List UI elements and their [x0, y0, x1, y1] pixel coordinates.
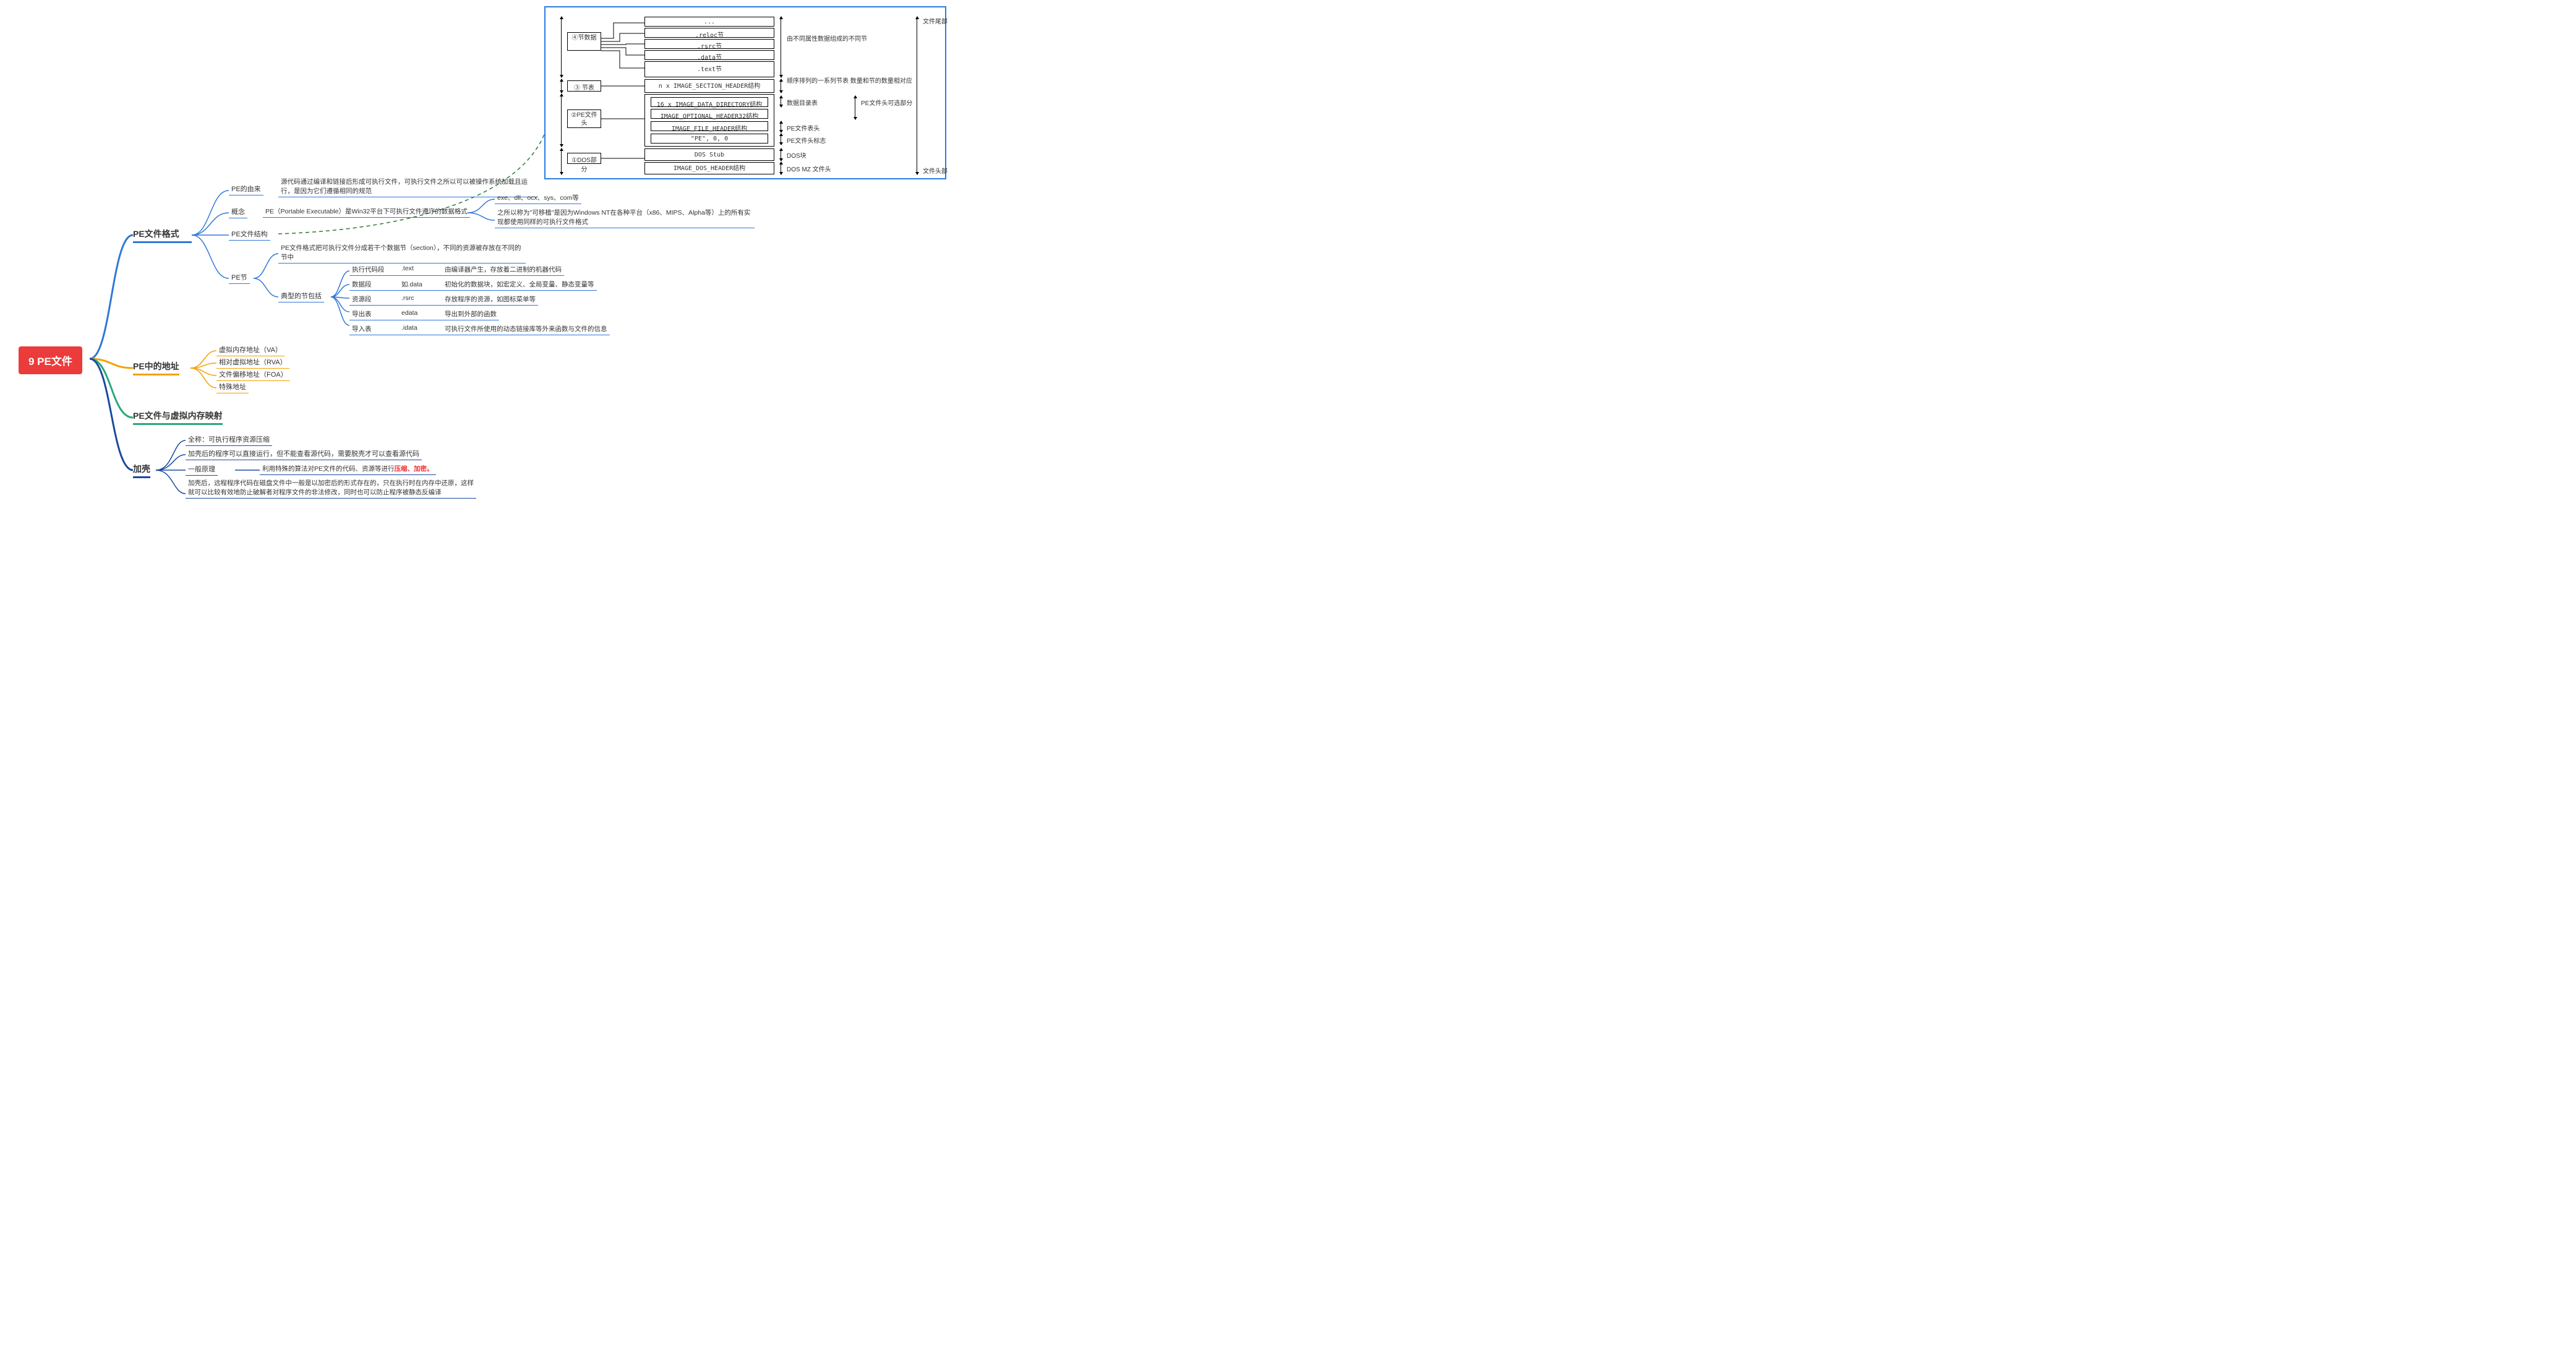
root-node: 9 PE文件 [19, 346, 82, 374]
ext-4: .idata [399, 323, 442, 335]
pe-structure-diagram: ④节数据 ③ 节表 ②PE文件头 ①DOS部分 ... .reloc节 .rsr… [544, 6, 946, 179]
pack-principle: 利用特殊的算法对PE文件的代码、资源等进行压缩、加密。 [260, 463, 436, 475]
seg-0: 执行代码段 [349, 264, 399, 276]
rlabel-optional: PE文件头可选部分 [861, 100, 898, 108]
ext-1: 如.data [399, 278, 442, 291]
branch-packing: 加壳 [133, 463, 150, 478]
node-structure: PE文件结构 [229, 228, 270, 241]
addr-3: 特殊地址 [216, 380, 249, 393]
rlabel-dosblk: DOS块 [787, 150, 807, 160]
pack-after1: 加壳后的程序可以直接运行，但不能查看源代码，需要脱壳才可以查看源代码 [186, 447, 422, 460]
ext-2: .rsrc [399, 293, 442, 306]
addr-0: 虚拟内存地址（VA） [216, 343, 285, 356]
detail-concept-note2: 之所以称为"可移植"是因为Windows NT在各种平台（x86、MIPS、Al… [495, 207, 755, 228]
detail-concept: PE（Portable Executable）是Win32平台下可执行文件遵守的… [263, 205, 470, 218]
addr-2: 文件偏移地址（FOA） [216, 368, 290, 381]
desc-4: 可执行文件所使用的动态链接库等外来函数与文件的信息 [442, 323, 610, 335]
rlabel-dosmz: DOS MZ 文件头 [787, 164, 831, 173]
ext-0: .text [399, 264, 442, 276]
detail-concept-note1: exe、dll、ocx、sys、com等 [495, 192, 581, 204]
node-pe-origin: PE的由来 [229, 182, 263, 195]
branch-pe-format: PE文件格式 [133, 228, 192, 243]
desc-3: 导出到外部的函数 [442, 308, 499, 320]
rlabel-sectable: 顺序排列的一系列节表 数量和节的数量相对应 [787, 78, 867, 85]
ext-3: edata [399, 308, 442, 320]
desc-0: 由编译器产生，存放着二进制的机器代码 [442, 264, 564, 276]
node-sections: PE节 [229, 271, 250, 284]
node-typical: 典型的节包括 [278, 289, 324, 302]
principle-highlight: 压缩、加密。 [395, 465, 434, 473]
seg-2: 资源段 [349, 293, 399, 306]
seg-1: 数据段 [349, 278, 399, 291]
rlabel-peflag: PE文件头标志 [787, 135, 826, 145]
desc-2: 存放程序的资源，如图标菜单等 [442, 293, 538, 306]
rlabel-head: 文件头部 [923, 166, 948, 175]
diagram-internal-lines [546, 7, 945, 178]
addr-1: 相对虚拟地址（RVA） [216, 356, 289, 369]
node-concept: 概念 [229, 205, 247, 218]
branch-pe-vm-map: PE文件与虚拟内存映射 [133, 409, 223, 425]
rlabel-tail: 文件尾部 [923, 16, 948, 25]
seg-4: 导入表 [349, 323, 399, 335]
rlabel-datadir: 数据目录表 [787, 98, 818, 107]
pack-principle-label: 一般原理 [186, 463, 218, 476]
section-rows: 执行代码段 .text 由编译器产生，存放着二进制的机器代码 数据段 如.dat… [349, 264, 610, 335]
seg-3: 导出表 [349, 308, 399, 320]
detail-sections: PE文件格式把可执行文件分成若干个数据节（section），不同的资源被存放在不… [278, 242, 526, 264]
pack-after2: 加壳后，远程程序代码在磁盘文件中一般是以加密后的形式存在的，只在执行时在内存中还… [186, 478, 476, 499]
rlabel-sections: 由不同属性数据组成的不同节 [787, 35, 849, 43]
branch-pe-address: PE中的地址 [133, 360, 179, 375]
desc-1: 初始化的数据块，如宏定义、全局变量、静态变量等 [442, 278, 597, 291]
principle-text: 利用特殊的算法对PE文件的代码、资源等进行 [262, 465, 395, 473]
rlabel-pehead: PE文件表头 [787, 123, 819, 132]
pack-fullname: 全称：可执行程序资源压缩 [186, 433, 272, 446]
